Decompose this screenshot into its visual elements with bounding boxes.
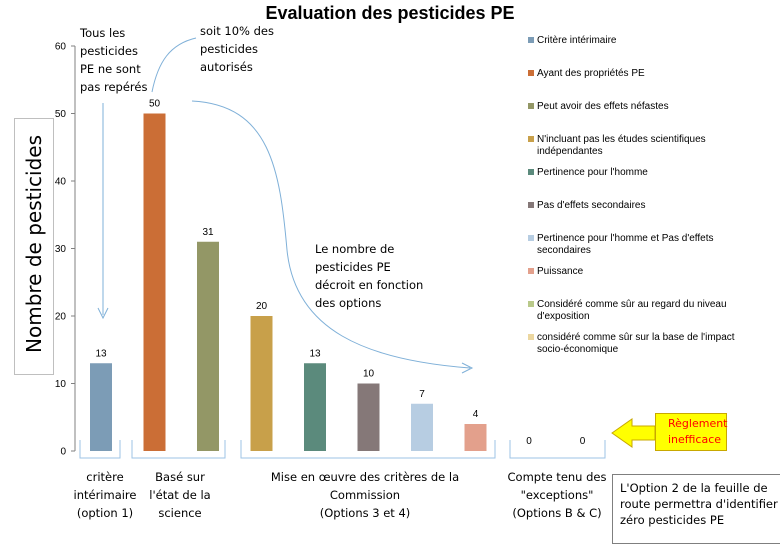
y-tick-label: 40 xyxy=(55,177,67,188)
y-axis-title-box: Nombre de pesticides xyxy=(14,118,54,375)
data-label: 31 xyxy=(202,227,214,238)
data-label: 10 xyxy=(363,369,375,380)
legend-swatch xyxy=(528,103,534,109)
arrowhead-icon xyxy=(97,307,109,320)
chart-title: Evaluation des pesticides PE xyxy=(265,3,514,23)
legend-swatch xyxy=(528,301,534,307)
bar xyxy=(250,316,273,451)
group-label-science: Basé sur l'état de la science xyxy=(149,470,211,520)
bar xyxy=(464,424,487,451)
curved-arrow-line xyxy=(191,100,471,369)
group-bracket xyxy=(509,440,606,459)
bar xyxy=(357,383,380,451)
legend-swatch xyxy=(528,169,534,175)
y-tick-label: 60 xyxy=(55,42,67,53)
y-tick-label: 30 xyxy=(55,244,67,255)
bar xyxy=(197,241,219,451)
data-label: 4 xyxy=(473,409,479,420)
y-tick-label: 0 xyxy=(60,447,66,458)
y-axis-title: Nombre de pesticides xyxy=(22,135,46,353)
regulation-warning-box: Règlement inefficace xyxy=(655,413,728,451)
data-label: 7 xyxy=(419,389,425,400)
group-label-commission: Mise en œuvre des critères de la Commiss… xyxy=(270,470,460,520)
option2-note-box: L'Option 2 de la feuille de route permet… xyxy=(612,474,780,544)
data-label: 0 xyxy=(526,436,532,447)
y-tick-label: 50 xyxy=(55,109,67,120)
group-bracket xyxy=(240,440,496,459)
legend-swatch xyxy=(528,202,534,208)
data-label: 50 xyxy=(149,99,161,110)
legend-swatch xyxy=(528,136,534,142)
bar xyxy=(304,363,326,451)
bracket-curve xyxy=(151,37,197,93)
bar xyxy=(90,363,112,451)
legend-swatch xyxy=(528,37,534,43)
legend-swatch xyxy=(528,70,534,76)
group-label-exceptions: Compte tenu des "exceptions" (Options B … xyxy=(507,470,607,520)
group-bracket xyxy=(131,440,226,459)
data-label: 0 xyxy=(580,436,586,447)
left-arrow-icon xyxy=(611,418,656,448)
annotation-ten-percent: soit 10% des pesticides autorisés xyxy=(200,24,274,74)
group-bracket xyxy=(79,440,121,459)
annotation-not-identified: Tous les pesticides PE ne sont pas repér… xyxy=(80,26,148,94)
bar xyxy=(411,403,433,451)
bar xyxy=(143,113,166,451)
legend-swatch xyxy=(528,334,534,340)
y-tick-label: 20 xyxy=(55,312,67,323)
y-tick-label: 10 xyxy=(55,379,67,390)
data-label: 13 xyxy=(309,348,321,359)
legend-swatch xyxy=(528,235,534,241)
data-label: 13 xyxy=(95,348,107,359)
legend-swatch xyxy=(528,268,534,274)
data-label: 20 xyxy=(256,301,268,312)
group-label-interim: critère intérimaire (option 1) xyxy=(73,470,137,520)
annotation-decreasing: Le nombre de pesticides PE décroit en fo… xyxy=(315,242,424,310)
arrowhead-icon xyxy=(461,362,474,374)
